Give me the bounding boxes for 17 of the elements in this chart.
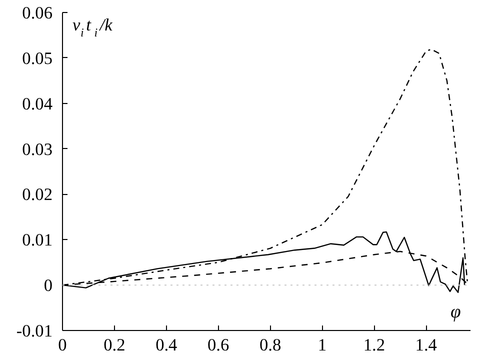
y-tick-label: 0.03 — [22, 140, 53, 159]
y-tick-label: 0.04 — [22, 94, 53, 114]
x-tick-label: 0.2 — [104, 336, 126, 354]
y-tick-label: 0 — [44, 276, 53, 296]
x-tick-label: 1.2 — [363, 336, 386, 354]
y-tick-label: 0.05 — [22, 48, 53, 68]
y-tick-label: 0.06 — [22, 4, 53, 22]
x-tick-label: 0.8 — [259, 336, 282, 354]
x-axis-title: φ — [450, 302, 461, 322]
y-tick-label: 0.01 — [22, 230, 53, 250]
x-tick-label: 0.6 — [208, 336, 230, 354]
x-tick-label: 0 — [58, 336, 67, 354]
y-tick-label: 0.02 — [22, 185, 53, 204]
y-tick-label: -0.01 — [16, 322, 53, 340]
x-tick-label: 1 — [318, 336, 327, 354]
x-tick-label: 0.4 — [156, 336, 178, 354]
x-tick-label: 1.4 — [415, 336, 438, 354]
